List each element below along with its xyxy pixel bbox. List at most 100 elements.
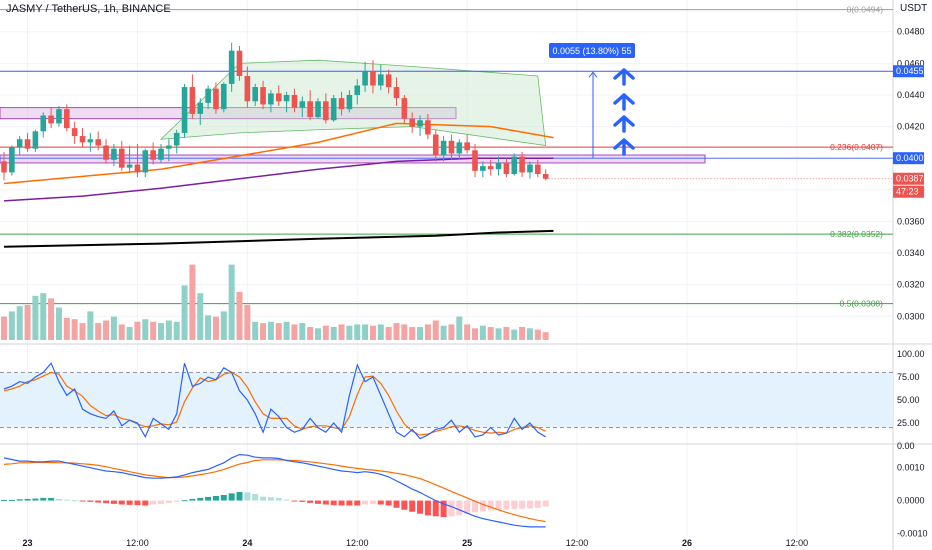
candle-body[interactable]: [236, 50, 243, 76]
candle-body[interactable]: [87, 139, 94, 143]
candle-body[interactable]: [315, 101, 321, 118]
candle-body[interactable]: [519, 156, 525, 173]
candle-body[interactable]: [393, 87, 400, 99]
candle-body[interactable]: [456, 142, 463, 154]
candle-body[interactable]: [378, 74, 384, 86]
volume-bar: [63, 317, 70, 340]
candle-body[interactable]: [24, 139, 31, 149]
candle-body[interactable]: [299, 101, 306, 108]
candle-body[interactable]: [79, 136, 86, 143]
candle-body[interactable]: [32, 131, 39, 149]
measure-label: 0.0055 (13.80%) 55: [552, 46, 631, 56]
candle-body[interactable]: [166, 145, 172, 149]
macd-histogram-bar: [472, 500, 478, 513]
candle-body[interactable]: [440, 140, 447, 156]
candle-body[interactable]: [260, 87, 266, 105]
candle-body[interactable]: [385, 74, 392, 88]
candle-body[interactable]: [409, 118, 415, 127]
macd-histogram-bar: [189, 498, 196, 501]
candle-body[interactable]: [535, 164, 541, 174]
candle-body[interactable]: [527, 164, 533, 173]
candle-body[interactable]: [71, 128, 78, 137]
candle-body[interactable]: [307, 101, 313, 118]
candle-body[interactable]: [56, 109, 62, 124]
candle-body[interactable]: [323, 101, 329, 121]
candle-body[interactable]: [338, 98, 345, 110]
candle-body[interactable]: [511, 156, 518, 174]
macd-histogram-bar: [315, 500, 321, 504]
volume-bar: [385, 327, 392, 340]
candle-body[interactable]: [1, 161, 7, 173]
candle-body[interactable]: [244, 75, 251, 102]
candle-body[interactable]: [330, 98, 337, 121]
candle-body[interactable]: [134, 164, 141, 173]
candle-body[interactable]: [448, 140, 455, 154]
candle-body[interactable]: [495, 162, 502, 170]
y-tick-label: 0.0420: [897, 122, 925, 132]
candle-body[interactable]: [158, 148, 164, 160]
volume-bar: [189, 264, 196, 340]
candle-body[interactable]: [487, 166, 494, 170]
volume-bar: [315, 328, 321, 340]
candle-body[interactable]: [150, 150, 156, 160]
candle-body[interactable]: [111, 148, 117, 160]
candle-body[interactable]: [346, 94, 353, 110]
candle-body[interactable]: [16, 139, 23, 148]
candle-body[interactable]: [40, 115, 47, 132]
volume-bar: [252, 321, 259, 340]
volume-bar: [236, 291, 243, 340]
stoch-rsi-pane[interactable]: [0, 362, 893, 440]
currency-label[interactable]: USDT: [900, 3, 928, 14]
candle-body[interactable]: [9, 147, 15, 173]
candle-body[interactable]: [275, 93, 282, 102]
candle-body[interactable]: [221, 83, 227, 110]
macd-histogram-bar: [267, 497, 274, 501]
candle-body[interactable]: [432, 134, 439, 156]
candle-body[interactable]: [503, 162, 510, 174]
candle-body[interactable]: [189, 87, 196, 114]
candle-body[interactable]: [48, 115, 54, 124]
volume-bar: [479, 325, 486, 340]
candle-body[interactable]: [362, 71, 368, 86]
macd-histogram-bar: [299, 500, 306, 502]
volume-bar: [16, 306, 23, 340]
volume-bar: [173, 321, 180, 340]
macd-line: [3, 453, 546, 528]
candle-body[interactable]: [291, 94, 298, 108]
candle-body[interactable]: [142, 150, 149, 173]
candle-body[interactable]: [205, 88, 211, 103]
volume-bar: [95, 323, 102, 340]
symbol-title[interactable]: JASMY / TetherUS, 1h, BINANCE: [6, 3, 171, 15]
fib-label: 0(0.0494): [847, 5, 884, 15]
candle-body[interactable]: [464, 142, 470, 151]
candle-body[interactable]: [126, 164, 133, 168]
candle-body[interactable]: [268, 93, 274, 105]
macd-histogram-bar: [291, 500, 298, 502]
candle-body[interactable]: [354, 85, 361, 95]
macd-signal-line: [3, 459, 546, 523]
candle-body[interactable]: [417, 120, 423, 127]
candle-body[interactable]: [95, 139, 101, 146]
candle-body[interactable]: [173, 132, 180, 146]
candle-body[interactable]: [472, 150, 478, 171]
candle-body[interactable]: [213, 88, 219, 110]
candle-body[interactable]: [401, 98, 408, 119]
macd-histogram-bar: [503, 500, 510, 510]
macd-histogram-bar: [24, 498, 31, 501]
candle-body[interactable]: [118, 148, 125, 168]
macd-pane[interactable]: [1, 453, 549, 528]
candle-body[interactable]: [64, 109, 70, 129]
macd-histogram-bar: [32, 498, 39, 501]
candle-body[interactable]: [480, 166, 486, 171]
candle-body[interactable]: [425, 120, 431, 135]
candle-body[interactable]: [228, 50, 235, 84]
candle-body[interactable]: [197, 102, 204, 114]
candle-body[interactable]: [283, 94, 290, 102]
candle-body[interactable]: [103, 145, 109, 160]
candle-body[interactable]: [542, 174, 549, 179]
candle-body[interactable]: [370, 71, 376, 86]
candle-body[interactable]: [252, 87, 258, 102]
candle-body[interactable]: [181, 87, 188, 133]
candlesticks[interactable]: [1, 42, 549, 181]
